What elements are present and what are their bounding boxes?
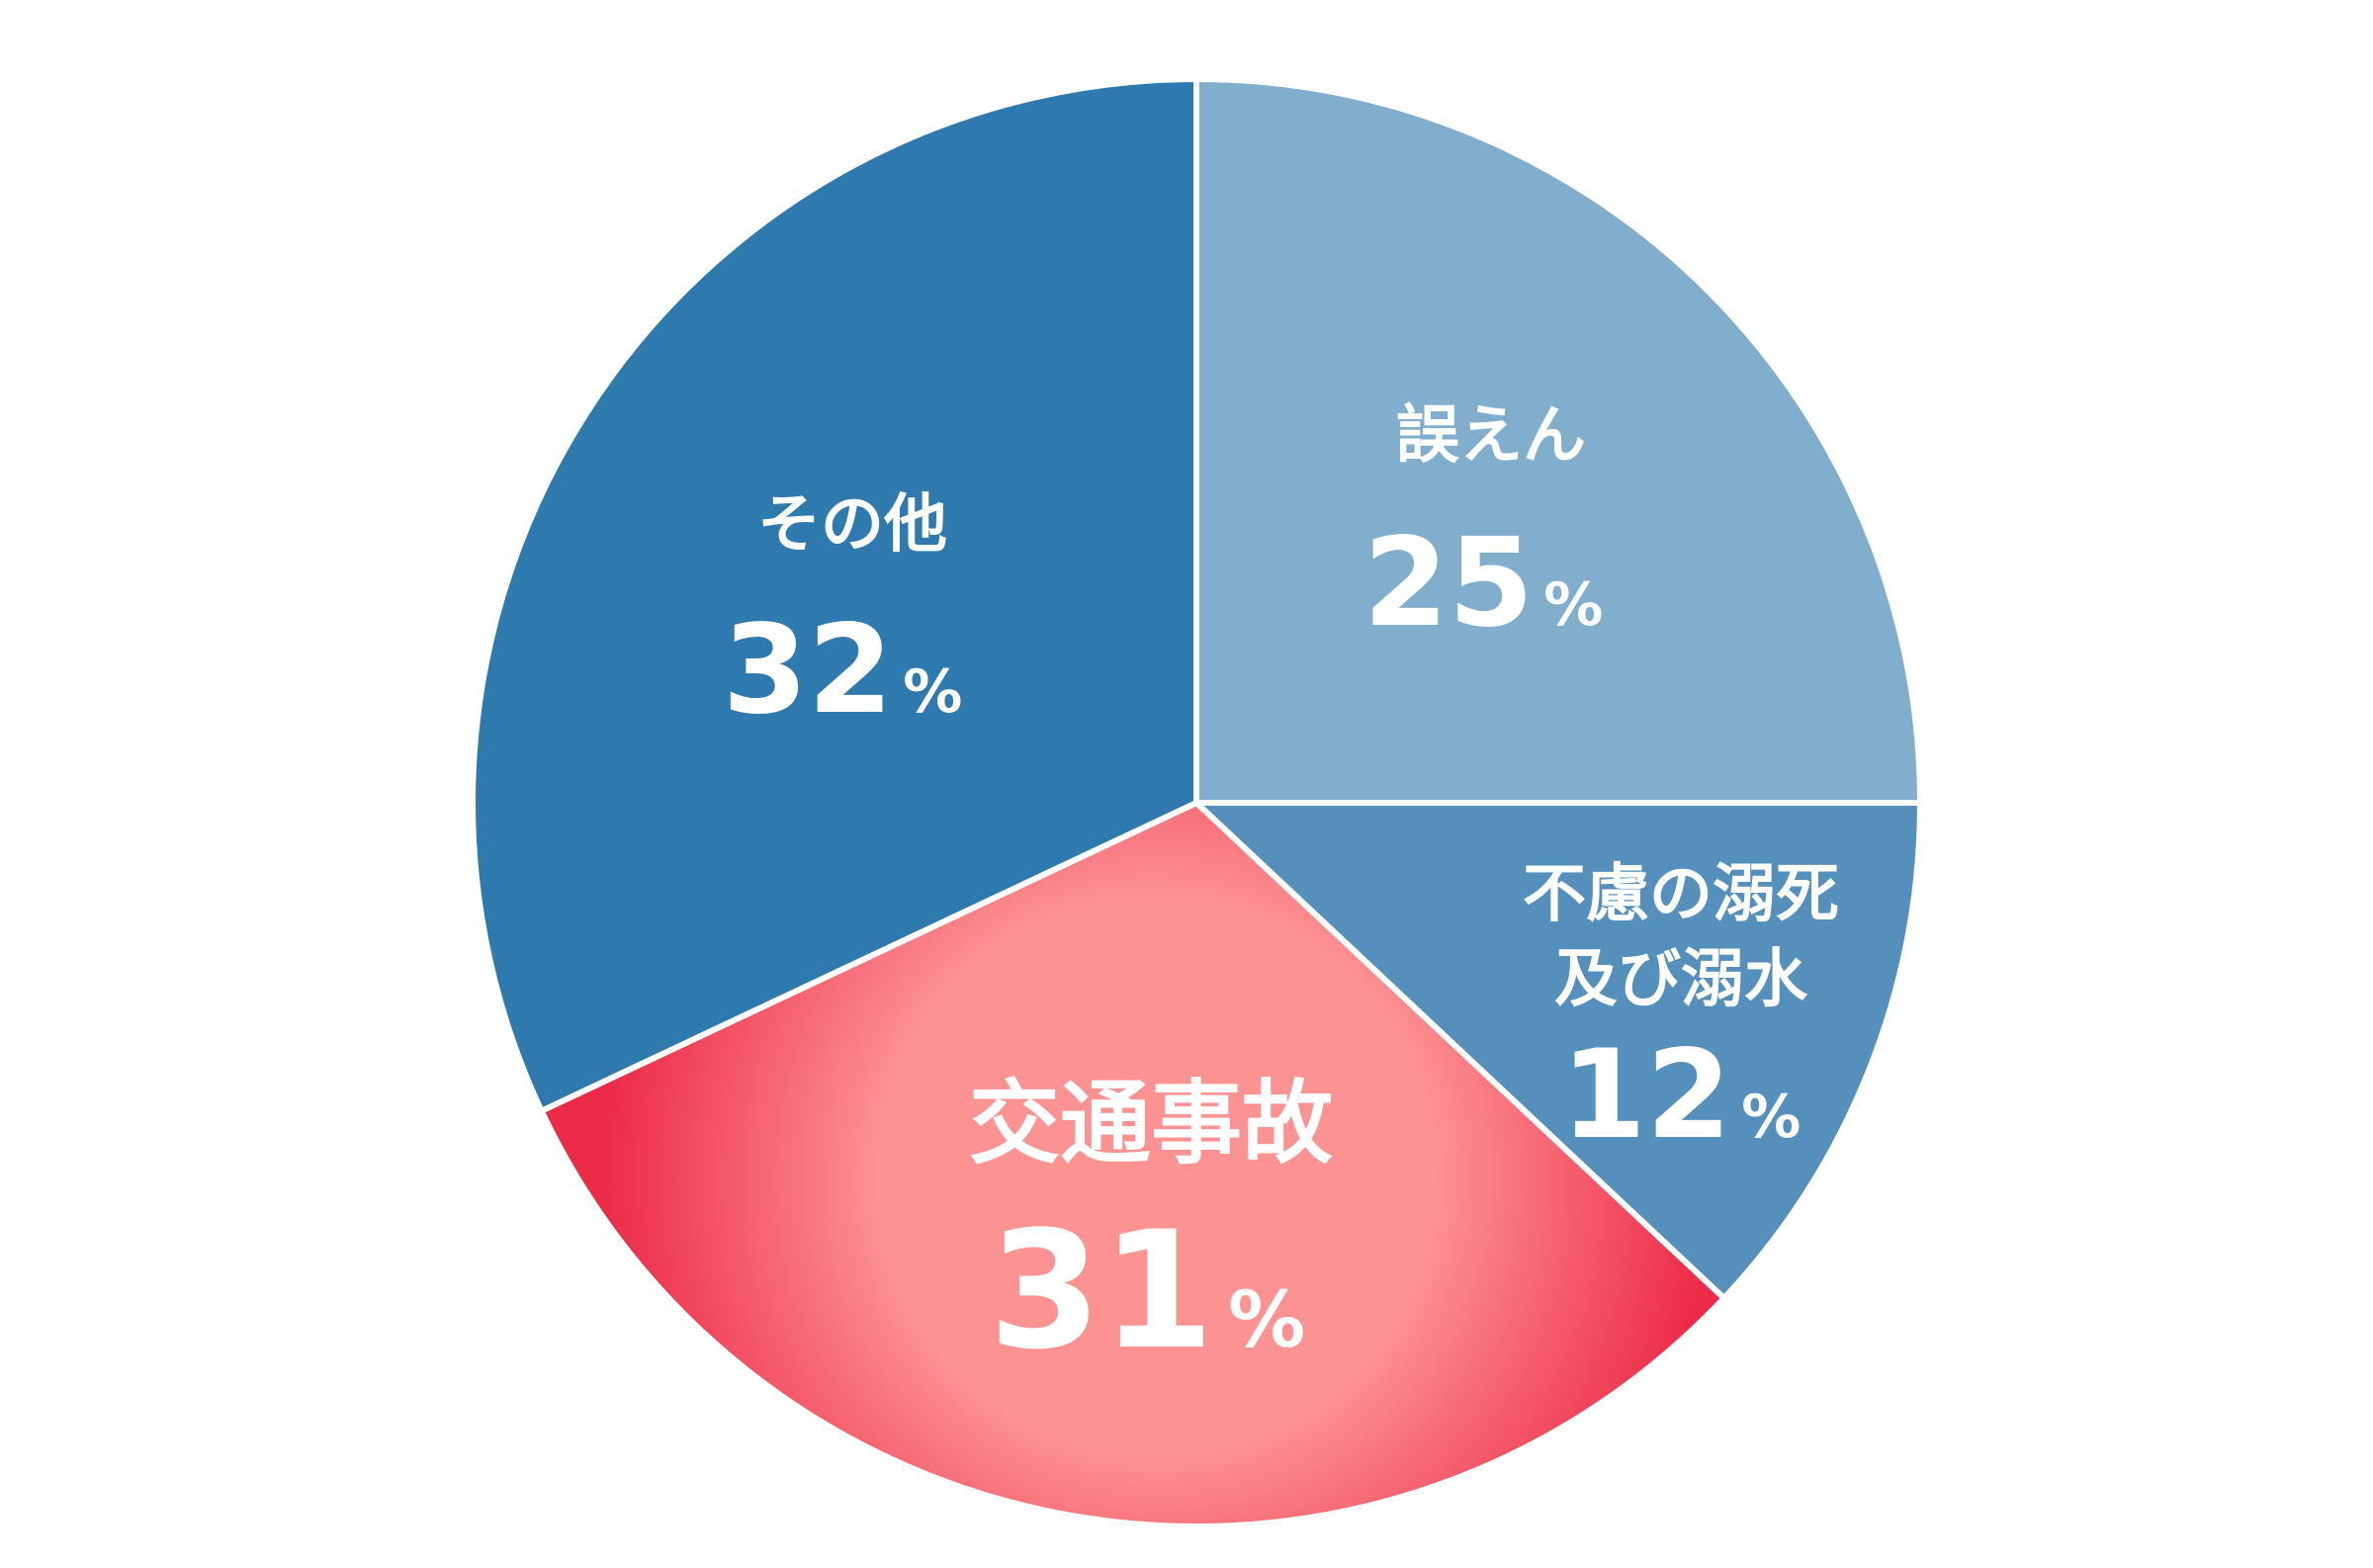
slice-name: 交通事故 bbox=[969, 1071, 1333, 1176]
slice-label-aspiration: 誤えん 25% bbox=[1363, 399, 1604, 654]
pie-slice-other bbox=[470, 75, 1199, 1115]
pie-slice-traffic-accident bbox=[537, 799, 1728, 1529]
slice-value: 25% bbox=[1363, 512, 1604, 654]
slice-value-unit: % bbox=[903, 657, 962, 727]
pie-slice-aspiration bbox=[1193, 75, 1924, 806]
slice-name-line-2: 及び溺水 bbox=[1554, 943, 1808, 1016]
slice-name-line-1: 不慮の溺死 bbox=[1523, 858, 1839, 931]
slice-name: 誤えん bbox=[1396, 399, 1586, 473]
slice-value: 31% bbox=[989, 1196, 1305, 1385]
slice-value-unit: % bbox=[1543, 570, 1603, 640]
slice-value-number: 25 bbox=[1363, 512, 1535, 654]
pie-slice-drowning bbox=[1188, 800, 1924, 1303]
slice-value-number: 12 bbox=[1561, 1024, 1732, 1167]
slice-value-number: 31 bbox=[989, 1196, 1214, 1385]
slice-label-drowning: 不慮の溺死 及び溺水 12% bbox=[1523, 858, 1839, 1167]
slice-name: その他 bbox=[757, 488, 947, 562]
slice-value: 12% bbox=[1561, 1024, 1802, 1167]
slice-value-unit: % bbox=[1228, 1276, 1305, 1365]
slice-label-traffic-accident: 交通事故 31% bbox=[969, 1071, 1333, 1385]
slice-value-number: 32 bbox=[723, 599, 894, 741]
slice-label-other: その他 32% bbox=[723, 488, 963, 741]
slice-value: 32% bbox=[723, 599, 963, 741]
slice-value-unit: % bbox=[1741, 1083, 1801, 1152]
pie-slices bbox=[470, 75, 1924, 1529]
